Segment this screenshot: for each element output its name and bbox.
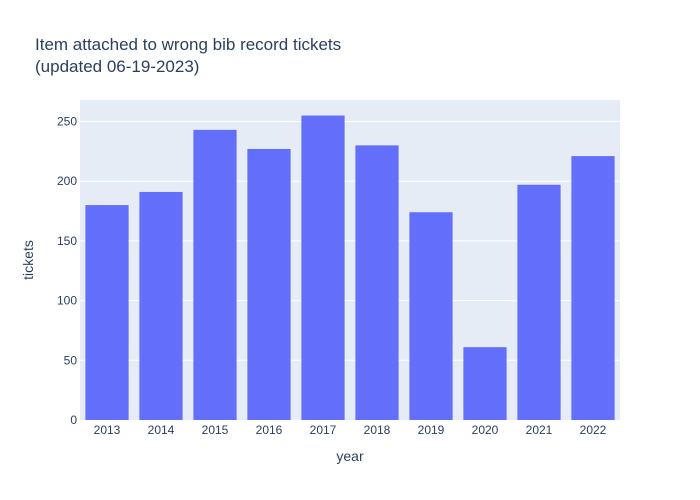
bar-2022[interactable] <box>571 156 615 421</box>
x-tick-label: 2013 <box>94 423 121 437</box>
x-tick-label: 2020 <box>472 423 499 437</box>
bar-2015[interactable] <box>193 129 237 420</box>
x-tick-label: 2015 <box>202 423 229 437</box>
x-axis-label: year <box>336 448 364 464</box>
y-tick-label: 250 <box>57 114 77 128</box>
bar-2017[interactable] <box>301 115 345 420</box>
bar-2014[interactable] <box>139 191 183 420</box>
bars <box>85 115 615 421</box>
y-tick-labels: 0 50 100 150 200 250 <box>57 114 77 427</box>
x-tick-label: 2016 <box>256 423 283 437</box>
x-tick-label: 2014 <box>148 423 175 437</box>
bar-2018[interactable] <box>355 145 399 420</box>
bar-2021[interactable] <box>517 184 561 420</box>
y-tick-label: 150 <box>57 234 77 248</box>
x-tick-label: 2019 <box>418 423 445 437</box>
bar-2020[interactable] <box>463 347 507 420</box>
x-tick-label: 2017 <box>310 423 337 437</box>
x-tick-label: 2018 <box>364 423 391 437</box>
y-tick-label: 200 <box>57 174 77 188</box>
y-tick-label: 0 <box>70 413 77 427</box>
chart-title: Item attached to wrong bib record ticket… <box>35 35 342 76</box>
x-tick-labels: 2013 2014 2015 2016 2017 2018 2019 2020 2021 2022 <box>94 423 607 437</box>
y-tick-label: 50 <box>64 353 78 367</box>
bar-2013[interactable] <box>85 205 129 420</box>
bar-2016[interactable] <box>247 148 291 420</box>
x-tick-label: 2022 <box>580 423 607 437</box>
y-tick-label: 100 <box>57 294 77 308</box>
bar-2019[interactable] <box>409 212 453 420</box>
y-axis-label: tickets <box>20 240 36 280</box>
x-tick-label: 2021 <box>526 423 553 437</box>
